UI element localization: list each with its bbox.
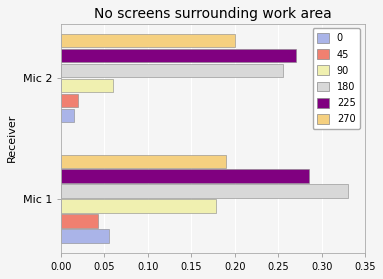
Y-axis label: Receiver: Receiver — [7, 114, 17, 162]
Bar — [61, 109, 74, 122]
Bar — [61, 229, 109, 243]
Legend: 0, 45, 90, 180, 225, 270: 0, 45, 90, 180, 225, 270 — [313, 28, 360, 129]
Bar — [61, 94, 79, 107]
Bar — [61, 184, 348, 198]
Bar — [61, 64, 283, 77]
Bar — [61, 49, 296, 62]
Bar — [61, 155, 226, 168]
Bar — [61, 34, 235, 47]
Title: No screens surrounding work area: No screens surrounding work area — [94, 7, 332, 21]
Bar — [61, 214, 98, 228]
Bar — [61, 79, 113, 92]
Bar — [61, 169, 309, 183]
Bar — [61, 199, 216, 213]
